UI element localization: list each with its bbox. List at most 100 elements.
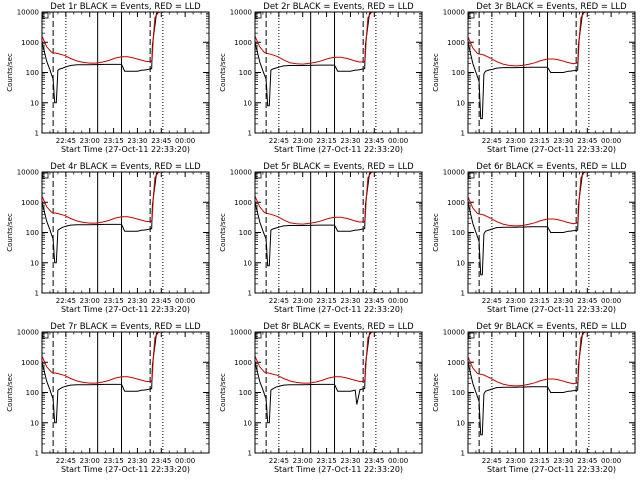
x-tick-label: 00:00 (388, 457, 408, 465)
y-tick-label: 100 (26, 229, 39, 237)
x-tick-label: 23:00 (293, 457, 313, 465)
chart-title: Det 9r BLACK = Events, RED = LLD (476, 322, 627, 332)
x-tick-label: 23:15 (316, 137, 336, 145)
y-tick-label: 1 (248, 290, 252, 298)
x-tick-label: 23:15 (103, 137, 123, 145)
chart-title: Det 2r BLACK = Events, RED = LLD (263, 2, 414, 12)
corner-marker (255, 332, 262, 339)
y-tick-label: 10 (456, 259, 465, 267)
series-lld-line (468, 172, 588, 227)
chart-title: Det 4r BLACK = Events, RED = LLD (50, 162, 201, 172)
x-tick-label: 23:45 (151, 457, 171, 465)
x-tick-label: 23:15 (529, 457, 549, 465)
x-axis-label: Start Time (27-Oct-11 22:33:20) (274, 465, 403, 474)
x-tick-label: 23:00 (80, 137, 100, 145)
x-tick-label: 22:45 (269, 457, 289, 465)
x-tick-label: 23:00 (293, 297, 313, 305)
y-tick-label: 100 (452, 69, 465, 77)
y-tick-label: 10 (243, 419, 252, 427)
y-tick-label: 100 (239, 69, 252, 77)
y-tick-label: 10 (243, 99, 252, 107)
y-tick-label: 1000 (447, 39, 465, 47)
chart-title: Det 6r BLACK = Events, RED = LLD (476, 162, 627, 172)
y-tick-label: 10 (30, 419, 39, 427)
corner-marker (468, 332, 475, 339)
x-tick-label: 23:30 (553, 137, 573, 145)
x-axis-label: Start Time (27-Oct-11 22:33:20) (487, 145, 616, 154)
x-tick-label: 22:45 (482, 297, 502, 305)
y-tick-label: 100 (452, 389, 465, 397)
chart-panel-8: Det 8r BLACK = Events, RED = LLD Counts/s… (219, 322, 423, 474)
series-events-line (255, 332, 372, 424)
y-tick-label: 1000 (447, 359, 465, 367)
chart-panel-1: Det 1r BLACK = Events, RED = LLD Counts/s… (6, 2, 210, 154)
x-tick-label: 23:15 (103, 457, 123, 465)
plot-frame (467, 11, 636, 134)
y-tick-label: 1000 (234, 39, 252, 47)
y-axis-label: Counts/sec (219, 373, 227, 412)
y-tick-label: 10000 (443, 169, 465, 177)
x-axis-label: Start Time (27-Oct-11 22:33:20) (487, 305, 616, 314)
x-tick-label: 23:00 (506, 137, 526, 145)
chart-title: Det 5r BLACK = Events, RED = LLD (263, 162, 414, 172)
x-tick-label: 23:00 (506, 457, 526, 465)
series-events-line (468, 172, 585, 276)
y-axis-label: Counts/sec (432, 213, 440, 252)
y-axis-label: Counts/sec (219, 53, 227, 92)
y-tick-label: 10 (243, 259, 252, 267)
series-events-line (468, 12, 585, 120)
series-lld-line (255, 12, 375, 65)
x-tick-label: 23:45 (364, 457, 384, 465)
y-tick-label: 10000 (443, 9, 465, 17)
series-events-line (255, 12, 372, 107)
x-tick-label: 23:45 (577, 457, 597, 465)
series-events-line (42, 12, 159, 104)
series-events-line (255, 172, 372, 267)
x-tick-label: 23:00 (293, 137, 313, 145)
chart-title: Det 8r BLACK = Events, RED = LLD (263, 322, 414, 332)
chart-panel-9: Det 9r BLACK = Events, RED = LLD Counts/s… (432, 322, 636, 474)
y-tick-label: 1000 (21, 359, 39, 367)
plot-frame (41, 11, 210, 134)
y-tick-label: 100 (239, 229, 252, 237)
x-tick-label: 23:15 (103, 297, 123, 305)
plot-frame (254, 171, 423, 294)
corner-marker (468, 12, 475, 19)
x-tick-label: 23:15 (529, 137, 549, 145)
x-tick-label: 23:30 (553, 297, 573, 305)
x-tick-label: 22:45 (56, 297, 76, 305)
x-tick-label: 23:30 (127, 297, 147, 305)
x-tick-label: 23:30 (553, 457, 573, 465)
y-tick-label: 1 (461, 450, 465, 458)
chart-panel-3: Det 3r BLACK = Events, RED = LLD Counts/s… (432, 2, 636, 154)
x-tick-label: 00:00 (175, 297, 195, 305)
corner-marker (468, 172, 475, 179)
y-tick-label: 100 (239, 389, 252, 397)
x-tick-label: 23:30 (340, 457, 360, 465)
x-tick-label: 23:15 (529, 297, 549, 305)
x-tick-label: 00:00 (388, 297, 408, 305)
y-tick-label: 10 (456, 99, 465, 107)
y-tick-label: 10 (30, 99, 39, 107)
series-lld-line (255, 332, 375, 384)
chart-title: Det 7r BLACK = Events, RED = LLD (50, 322, 201, 332)
y-axis-label: Counts/sec (219, 213, 227, 252)
plot-frame (254, 331, 423, 454)
series-lld-line (468, 332, 588, 387)
y-tick-label: 10 (456, 419, 465, 427)
y-tick-label: 1 (35, 130, 39, 138)
x-axis-label: Start Time (27-Oct-11 22:33:20) (487, 465, 616, 474)
x-tick-label: 23:30 (127, 137, 147, 145)
x-tick-label: 23:45 (364, 137, 384, 145)
x-tick-label: 23:00 (80, 457, 100, 465)
plot-frame (254, 11, 423, 134)
x-tick-label: 00:00 (175, 457, 195, 465)
plot-frame (467, 331, 636, 454)
x-tick-label: 23:45 (577, 297, 597, 305)
series-events-line (42, 172, 159, 264)
plot-frame (41, 171, 210, 294)
x-axis-label: Start Time (27-Oct-11 22:33:20) (61, 145, 190, 154)
series-events-line (468, 332, 585, 436)
y-tick-label: 10000 (230, 169, 252, 177)
